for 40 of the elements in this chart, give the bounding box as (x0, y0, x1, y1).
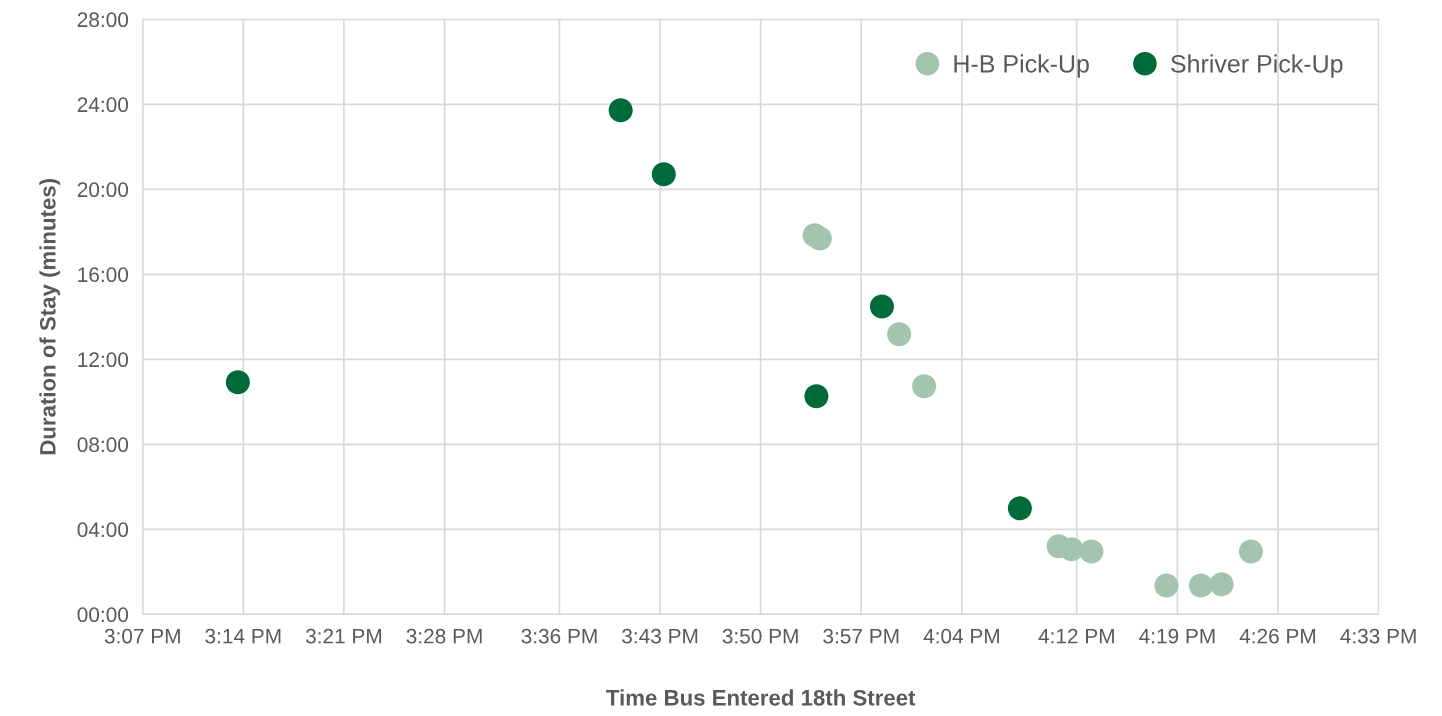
point (869, 294, 894, 319)
x-tick-label: 4:26 PM (1239, 628, 1316, 644)
point (651, 162, 676, 187)
x-tick-label: 4:04 PM (923, 628, 999, 644)
y-axis-title: Duration of Stay (minutes) (39, 179, 61, 455)
y-tick-label: 24:00 (77, 97, 129, 113)
point (804, 384, 829, 409)
y-tick-label: 20:00 (77, 182, 129, 198)
x-axis-title: Time Bus Entered 18th Street (606, 689, 916, 706)
x-tick-label: 3:36 PM (521, 628, 597, 644)
point (807, 226, 832, 251)
point (608, 98, 633, 123)
x-tick-label: 3:21 PM (305, 628, 381, 644)
x-tick-label: 3:43 PM (622, 628, 698, 644)
point (225, 370, 250, 395)
x-tick-label: 3:28 PM (406, 628, 482, 644)
point (1079, 539, 1104, 564)
point (1188, 573, 1213, 598)
y-tick-label: 28:00 (77, 12, 129, 28)
point (887, 322, 912, 347)
x-tick-label: 4:19 PM (1139, 628, 1215, 644)
point (1154, 573, 1179, 598)
legend-label: Shriver Pick-Up (1171, 54, 1343, 78)
x-tick-label: 3:14 PM (205, 628, 281, 644)
x-tick-label: 3:07 PM (104, 628, 180, 644)
legend-label: H-B Pick-Up (954, 54, 1089, 78)
point (1007, 496, 1032, 521)
y-tick-label: 04:00 (77, 522, 129, 538)
y-tick-label: 00:00 (77, 607, 129, 623)
point (1238, 539, 1263, 564)
x-tick-label: 3:50 PM (722, 628, 798, 644)
y-tick-label: 08:00 (77, 437, 129, 453)
x-tick-label: 4:33 PM (1340, 628, 1416, 644)
point (1059, 537, 1084, 562)
y-tick-label: 16:00 (78, 267, 129, 283)
y-tick-label: 12:00 (78, 352, 129, 368)
point (1209, 572, 1234, 597)
x-tick-label: 3:57 PM (823, 628, 899, 644)
point (912, 374, 937, 399)
x-tick-label: 4:12 PM (1038, 628, 1114, 644)
